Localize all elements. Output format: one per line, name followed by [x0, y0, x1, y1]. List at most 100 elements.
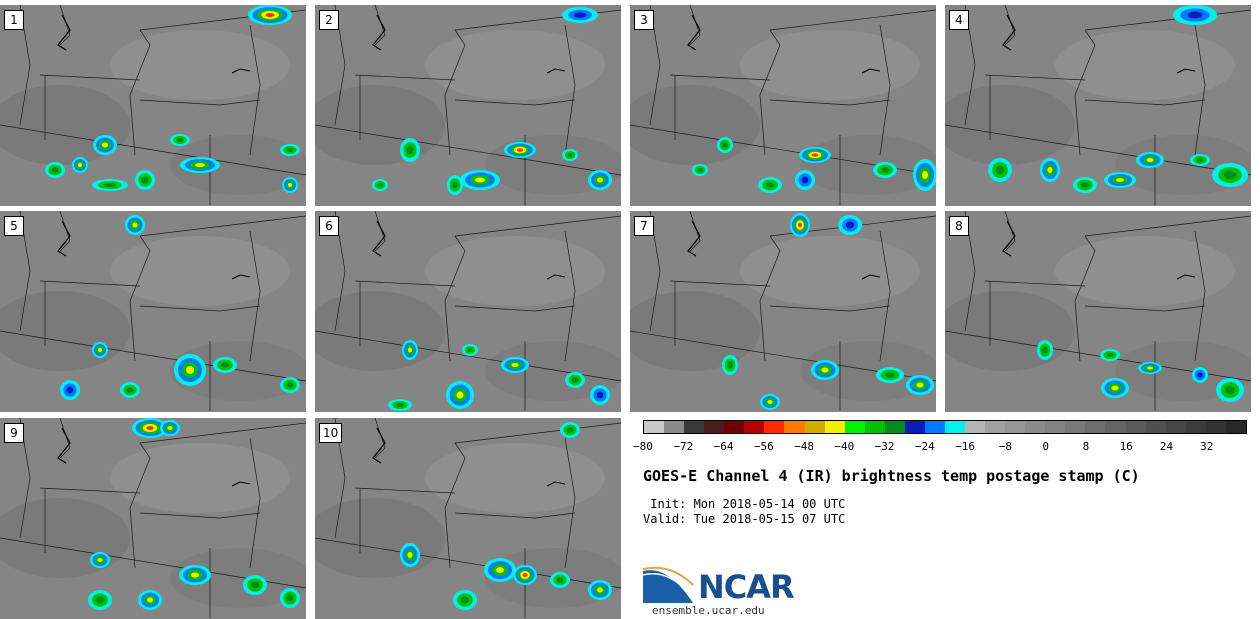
state-border-line [669, 280, 771, 287]
panel-map [315, 5, 621, 206]
colorbar-tick-label: 32 [1200, 440, 1214, 453]
cloud-top-blob [1111, 385, 1119, 391]
colorbar-swatch [1145, 421, 1166, 433]
colorbar-swatch [804, 421, 825, 433]
state-border-line [689, 211, 701, 252]
cloud-top-blob [846, 221, 854, 229]
coastline-puget [687, 220, 701, 257]
postage-stamp-2: 2 [315, 5, 621, 206]
panel-number-label: 3 [634, 10, 654, 30]
state-border-line [879, 230, 891, 362]
cloud-top-blob [191, 572, 199, 578]
postage-stamp-10: 10 [315, 418, 621, 619]
postage-stamp-4: 4 [945, 5, 1251, 206]
terrain-texture [800, 341, 936, 401]
logo-url: ensemble.ucar.edu [652, 604, 765, 617]
state-border-line [0, 124, 306, 176]
state-border-line [1074, 235, 1096, 362]
terrain-texture [110, 443, 290, 513]
cloud-top-blob [377, 183, 383, 187]
cloud-top-blob [596, 391, 604, 399]
panel-number-label: 1 [4, 10, 24, 30]
cloud-top-blob [922, 171, 928, 179]
terrain-texture [1055, 30, 1235, 100]
terrain-texture [1055, 236, 1235, 306]
state-border-line [454, 99, 576, 106]
terrain-texture [110, 30, 290, 100]
state-border-line [454, 305, 576, 312]
state-border-line [139, 422, 306, 444]
panel-map [945, 5, 1251, 206]
panel-map [0, 5, 306, 206]
cloud-top-blob [51, 167, 59, 173]
colorbar-swatch [724, 421, 745, 433]
cloud-top-blob [727, 361, 733, 369]
panel-map [630, 211, 936, 412]
cloud-top-blob [697, 168, 703, 172]
colorbar-tick-label: −80 [633, 440, 653, 453]
panel-map [315, 418, 621, 619]
state-border-line [769, 99, 891, 106]
colorbar-swatch [824, 421, 845, 433]
colorbar-swatch [1205, 421, 1226, 433]
state-border-line [689, 5, 701, 46]
cloud-top-blob [102, 142, 108, 148]
colorbar-swatch [1065, 421, 1086, 433]
postage-stamp-8: 8 [945, 211, 1251, 412]
colorbar-swatch [684, 421, 705, 433]
cloud-top-blob [452, 181, 458, 189]
cloud-top-blob [78, 163, 82, 167]
cloud-top-blob [475, 177, 485, 183]
cloud-top-blob [286, 148, 294, 152]
cloud-top-blob [597, 587, 603, 593]
state-border-line [444, 29, 466, 156]
state-border-line [315, 537, 621, 589]
coastline-puget [687, 14, 701, 51]
state-border-line [945, 124, 1251, 176]
cloud-top-blob [1225, 386, 1235, 394]
cloud-top-blob [288, 183, 292, 187]
state-border-line [1004, 5, 1016, 46]
cloud-top-blob [511, 363, 519, 367]
colorbar-swatch [644, 421, 665, 433]
cloud-top-blob [461, 596, 469, 604]
colorbar-swatch [1225, 421, 1246, 433]
state-border-line [129, 29, 151, 156]
state-border-line [1194, 24, 1206, 156]
cloud-top-blob [251, 581, 259, 589]
cloud-top-blob [141, 176, 149, 184]
state-border-line [984, 280, 1086, 287]
state-border-line [374, 211, 386, 252]
lake-outline [231, 481, 251, 487]
state-border-line [59, 211, 71, 252]
cloud-top-blob [566, 427, 574, 433]
colorbar-swatch [985, 421, 1006, 433]
lake-outline [546, 481, 566, 487]
lake-outline [546, 68, 566, 74]
cloud-top-blob [1187, 11, 1203, 19]
cloud-top-blob [186, 366, 194, 374]
cloud-top-blob [996, 166, 1004, 174]
state-border-line [1194, 230, 1206, 362]
colorbar-tick-label: −56 [753, 440, 774, 453]
coastline-puget [57, 220, 71, 257]
cloud-top-blob [1197, 372, 1203, 378]
coastline-puget [57, 427, 71, 464]
cloud-top-blob [1147, 366, 1153, 370]
cloud-top-blob [126, 387, 134, 393]
panel-number-label: 8 [949, 216, 969, 236]
state-border-line [354, 74, 456, 81]
terrain-texture [425, 236, 605, 306]
coastline-puget [1002, 220, 1016, 257]
state-border-line [374, 418, 386, 459]
colorbar-tick-label: −40 [834, 440, 855, 453]
state-border-line [315, 124, 621, 176]
colorbar-swatch [704, 421, 725, 433]
state-border-line [1074, 29, 1096, 156]
colorbar-swatch [904, 421, 925, 433]
coastline-puget [372, 220, 386, 257]
state-border-line [139, 512, 261, 519]
state-border-line [249, 24, 261, 156]
state-border-line [139, 305, 261, 312]
cloud-top-blob [1081, 182, 1089, 188]
